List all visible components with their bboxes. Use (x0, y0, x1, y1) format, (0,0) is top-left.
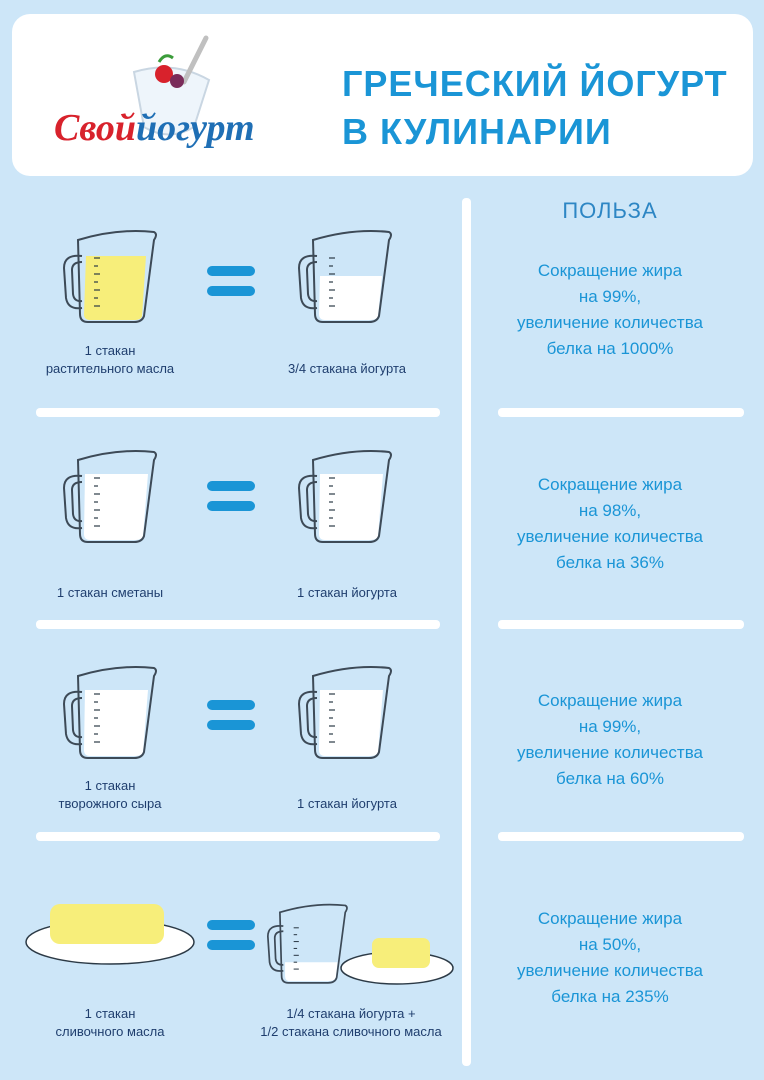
plate-icon (340, 938, 454, 985)
butter-block-icon (372, 938, 430, 968)
row-divider (36, 832, 440, 841)
plate-icon (25, 904, 195, 965)
row-divider (36, 408, 440, 417)
measuring-cup-icon (63, 666, 157, 759)
row1-benefit: Сокращение жира на 99%, увеличение количе… (516, 261, 704, 358)
title-line-2: В КУЛИНАРИИ (342, 111, 612, 152)
yogurt-bowl-icon: Свой йогурт (54, 35, 255, 149)
measuring-cup-icon (298, 450, 392, 543)
measuring-cup-icon (298, 230, 392, 323)
row4-benefit: Сокращение жира на 50%, увеличение количе… (516, 909, 704, 1006)
benefits-heading: ПОЛЬЗА (562, 198, 658, 223)
measuring-cup-icon (63, 230, 157, 323)
measuring-cup-icon (298, 666, 392, 759)
equals-icon (207, 266, 255, 306)
row2-benefit: Сокращение жира на 98%, увеличение количе… (516, 475, 704, 572)
row3-right-caption: 1 стакан йогурта (297, 796, 397, 811)
row4-right-caption: 1/4 стакана йогурта +1/2 стакана сливочн… (260, 1006, 442, 1039)
butter-block-icon (50, 904, 164, 944)
row3-benefit: Сокращение жира на 99%, увеличение количе… (516, 691, 704, 788)
column-divider (462, 198, 471, 1066)
row2-right-caption: 1 стакан йогурта (297, 585, 397, 600)
row-divider (498, 832, 744, 841)
equals-icon (207, 920, 255, 960)
equals-icon (207, 481, 255, 521)
equals-icon (207, 700, 255, 740)
row4-left-caption: 1 стакан сливочного масла (55, 1006, 165, 1039)
row1-right-caption: 3/4 стакана йогурта (287, 361, 406, 376)
row-divider (36, 620, 440, 629)
row3-left-caption: 1 стакан творожного сыра (58, 778, 162, 811)
row2-left-caption: 1 стакан сметаны (56, 585, 164, 600)
title-line-1: ГРЕЧЕСКИЙ ЙОГУРТ (342, 63, 728, 104)
logo-text-svoy: Свой (54, 107, 136, 149)
page-title: ГРЕЧЕСКИЙ ЙОГУРТ В КУЛИНАРИИ (342, 60, 728, 156)
measuring-cup-icon (63, 450, 157, 543)
row1-left-caption: 1 стакан растительного масла (45, 343, 175, 376)
measuring-cup-icon (266, 903, 348, 984)
header-banner: Свой йогурт ГРЕЧЕСКИЙ ЙОГУРТ В КУЛИНАРИИ (12, 14, 753, 176)
logo-text-yogurt: йогурт (136, 107, 255, 149)
row-divider (498, 620, 744, 629)
row-divider (498, 408, 744, 417)
